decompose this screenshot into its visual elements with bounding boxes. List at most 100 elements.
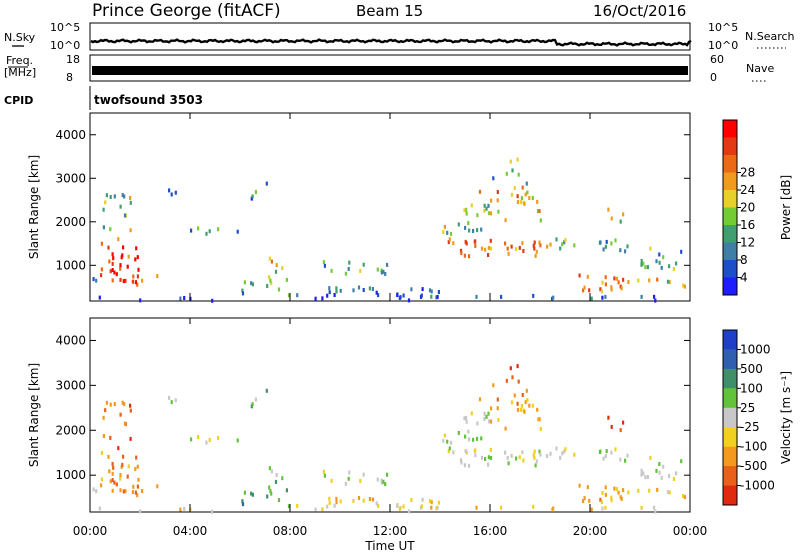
velocity-cell xyxy=(532,452,535,457)
velocity-cell xyxy=(478,397,482,402)
velocity-cell xyxy=(649,455,652,460)
velocity-cell xyxy=(448,446,451,451)
power-cell xyxy=(513,186,516,191)
velocity-cell xyxy=(488,419,491,424)
freq-label-2: [MHz] xyxy=(4,66,36,79)
velocity-cell xyxy=(124,489,127,494)
velocity-cell xyxy=(504,450,507,455)
power-cell xyxy=(344,271,347,276)
power-cell xyxy=(100,273,103,278)
velocity-cell xyxy=(328,501,331,505)
velocity-cell xyxy=(552,506,555,511)
velocity-cell xyxy=(344,481,347,486)
velocity-cells xyxy=(92,364,686,514)
power-cell xyxy=(490,198,493,203)
power-cell xyxy=(275,263,278,268)
velocity-cell xyxy=(675,471,678,476)
velocity-cell xyxy=(111,471,114,476)
power-cell xyxy=(521,241,524,246)
power-cell xyxy=(515,247,518,252)
velocity-cell xyxy=(452,450,455,455)
power-cell xyxy=(607,207,610,212)
power-cell xyxy=(500,294,503,299)
velocity-cell xyxy=(135,455,138,460)
power-cell xyxy=(274,269,278,274)
velocity-cell xyxy=(141,489,144,493)
velocity-cell xyxy=(109,479,112,484)
power-cell xyxy=(613,276,616,281)
velocity-cell xyxy=(582,499,585,504)
power-cell xyxy=(538,240,541,245)
velocity-cell xyxy=(468,437,471,442)
power-cell xyxy=(627,280,630,284)
power-cell xyxy=(463,208,466,213)
power-cell xyxy=(436,294,439,299)
power-cell xyxy=(610,216,613,221)
power-cell xyxy=(600,289,603,294)
power-cell xyxy=(266,284,269,288)
power-cell xyxy=(241,288,244,293)
velocity-cell xyxy=(658,470,661,475)
power-cell xyxy=(668,264,671,269)
power-cell xyxy=(488,211,491,216)
velocity-cell xyxy=(470,411,473,416)
power-cell xyxy=(622,212,625,217)
velocity-cell xyxy=(510,400,514,405)
power-cell xyxy=(464,225,467,230)
power-cell xyxy=(136,255,139,260)
velocity-cell xyxy=(323,473,326,478)
power-cell xyxy=(141,278,144,283)
velocity-cell xyxy=(121,462,124,467)
power-cell xyxy=(478,189,482,194)
velocity-cell xyxy=(119,473,122,477)
velocity-cell xyxy=(505,378,508,383)
velocity-cell xyxy=(464,434,467,439)
velocity-cell xyxy=(134,490,137,495)
power-cell xyxy=(476,213,479,218)
power-cell xyxy=(640,262,643,267)
power-cell xyxy=(588,288,591,293)
power-cell xyxy=(610,241,613,246)
velocity-cell xyxy=(524,400,527,405)
power-cell xyxy=(523,201,526,206)
velocity-cell xyxy=(136,493,139,498)
velocity-cell xyxy=(236,438,239,443)
velocity-cell xyxy=(183,506,186,511)
velocity-cell xyxy=(497,417,500,422)
power-cell xyxy=(474,239,477,244)
power-ytick-label: 1000 xyxy=(55,258,86,272)
power-cell xyxy=(675,261,678,266)
velocity-cell xyxy=(410,498,413,502)
power-cell xyxy=(368,286,371,291)
power-cell xyxy=(459,248,463,253)
power-cell xyxy=(109,227,112,232)
power-cell xyxy=(112,256,115,261)
velocity-cell xyxy=(515,456,518,461)
colorbar-tick-label: 12 xyxy=(740,236,755,250)
power-ytick-label: 3000 xyxy=(55,171,86,185)
colorbar-segment xyxy=(723,120,737,138)
power-cell xyxy=(129,200,132,205)
power-cell xyxy=(205,231,208,236)
freq-strip: Freq. [MHz] 18 8 60 0 Nave xyxy=(4,53,774,84)
power-cell xyxy=(484,247,487,252)
power-cell xyxy=(599,287,602,292)
power-cell xyxy=(552,295,555,300)
power-cell xyxy=(564,238,567,243)
power-cell xyxy=(211,298,214,303)
nsky-tick-top: 10^5 xyxy=(50,21,80,34)
velocity-cell xyxy=(511,375,514,380)
colorbar-tick-label: -25 xyxy=(740,420,760,434)
power-cell xyxy=(109,269,112,274)
velocity-cell xyxy=(465,419,468,424)
power-cell xyxy=(375,290,378,295)
nsky-strip: N.Sky 10^5 10^0 10^5 10^0 N.Search xyxy=(4,21,795,52)
power-ytick-label: 2000 xyxy=(55,215,86,229)
velocity-cell xyxy=(484,457,487,461)
freq-frame xyxy=(89,54,691,82)
power-cell xyxy=(496,198,499,203)
velocity-cell xyxy=(457,430,460,435)
power-cell xyxy=(452,241,455,246)
velocity-cell xyxy=(102,415,105,420)
velocity-cell xyxy=(362,498,365,503)
